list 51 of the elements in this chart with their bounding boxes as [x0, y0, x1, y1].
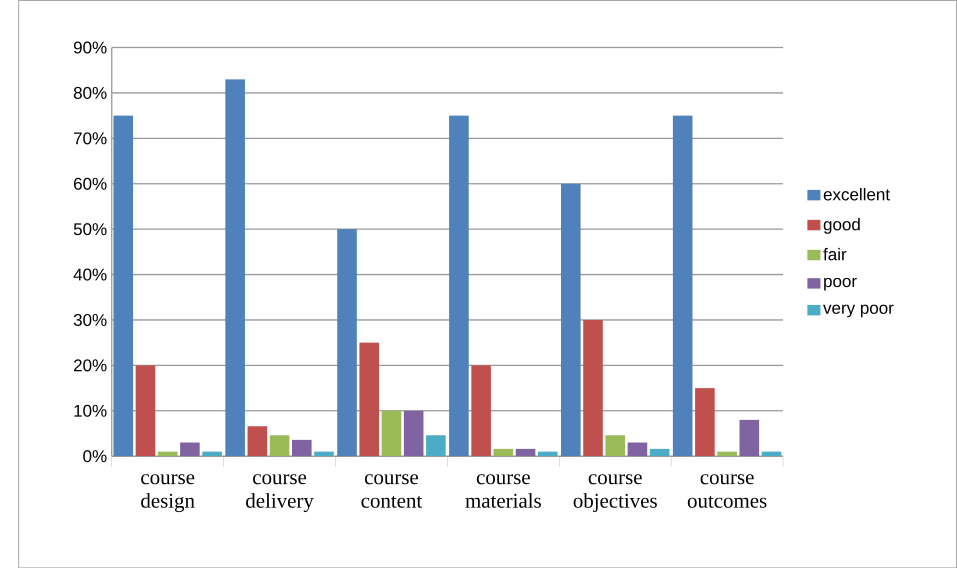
bar — [583, 320, 603, 456]
legend-label: very poor — [823, 304, 894, 318]
bar — [650, 448, 670, 456]
bar — [628, 442, 648, 456]
y-tick-label: 40% — [74, 268, 107, 280]
bar — [538, 451, 558, 456]
bar — [314, 451, 334, 456]
legend-label: excellent — [824, 188, 890, 200]
bar — [695, 388, 715, 456]
bar — [471, 365, 491, 456]
bar — [426, 435, 446, 456]
bar — [740, 420, 760, 456]
bar — [158, 451, 178, 456]
bar — [672, 115, 692, 456]
bar — [762, 451, 782, 456]
y-tick-label: 80% — [74, 86, 107, 99]
legend-label: good — [824, 218, 860, 234]
bar — [292, 440, 312, 456]
bar — [560, 184, 581, 456]
bar — [404, 410, 424, 456]
x-tick-label: course objectives — [574, 474, 657, 512]
bar — [136, 365, 156, 456]
y-tick-label: 50% — [74, 222, 107, 235]
y-tick-label: 30% — [74, 314, 107, 326]
bar — [359, 342, 380, 456]
bar — [202, 451, 222, 456]
y-tick-label: 70% — [74, 132, 107, 144]
bar — [382, 410, 402, 456]
x-tick-label: course design — [141, 474, 195, 512]
x-tick-label: course outcomes — [688, 474, 766, 508]
bar — [180, 442, 200, 456]
x-tick-label: course content — [361, 474, 422, 508]
y-tick-label: 0% — [83, 450, 107, 462]
bar — [449, 115, 469, 456]
bar — [270, 435, 290, 456]
x-tick-label: course materials — [465, 474, 541, 508]
y-tick-label: 20% — [74, 359, 107, 372]
bar — [337, 228, 357, 456]
x-tick-label: course delivery — [246, 474, 314, 512]
bar — [494, 448, 514, 456]
bar — [248, 426, 268, 456]
legend-label: poor — [824, 278, 857, 290]
y-tick-label: 10% — [74, 404, 107, 417]
y-tick-label: 60% — [74, 178, 107, 190]
bar — [605, 435, 626, 456]
bar — [225, 79, 245, 456]
bar — [113, 115, 134, 456]
y-tick-label: 90% — [74, 41, 107, 54]
legend-label: fair — [823, 248, 846, 260]
bar — [516, 448, 536, 456]
bar — [717, 451, 737, 456]
